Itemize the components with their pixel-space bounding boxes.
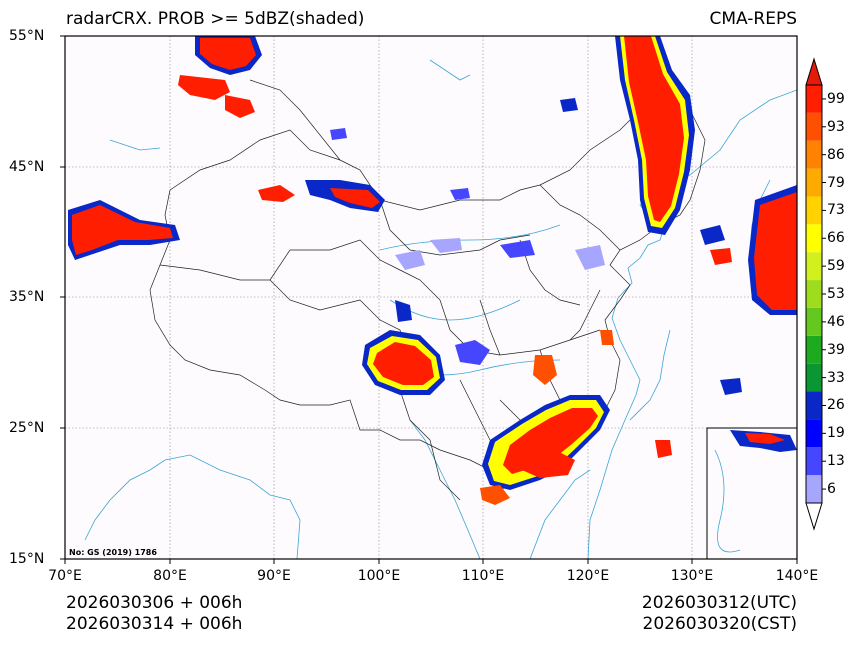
lon-label-100: 100°E xyxy=(357,568,401,584)
lat-label-45: 45°N xyxy=(9,159,45,175)
colorbar-segment xyxy=(806,196,822,225)
init-time-cst: 2026030314 + 006h xyxy=(66,614,243,634)
lon-label-140: 140°E xyxy=(775,568,819,584)
colorbar-segment xyxy=(806,112,822,141)
colorbar-segment xyxy=(806,447,822,476)
colorbar-level-label: 86 xyxy=(827,146,845,163)
map-title: radarCRX. PROB >= 5dBZ(shaded) xyxy=(66,9,365,29)
colorbar-level-label: 33 xyxy=(827,369,845,386)
lat-label-25: 25°N xyxy=(9,420,45,436)
valid-time-cst: 2026030320(CST) xyxy=(642,614,797,634)
colorbar-segment xyxy=(806,140,822,169)
init-time-utc: 2026030306 + 006h xyxy=(66,593,243,613)
lat-label-35: 35°N xyxy=(9,289,45,305)
lon-label-110: 110°E xyxy=(461,568,505,584)
axis-ticks xyxy=(60,35,798,564)
colorbar-level-label: 73 xyxy=(827,202,845,219)
colorbar-segment xyxy=(806,475,822,503)
inset-shading-core xyxy=(745,433,785,444)
colorbar-segment xyxy=(806,85,822,113)
colorbar-segment xyxy=(806,419,822,448)
colorbar-level-label: 19 xyxy=(827,425,845,442)
colorbar-level-label: 46 xyxy=(827,313,845,330)
colorbar-level-label: 93 xyxy=(827,118,845,135)
colorbar-over-arrow xyxy=(805,57,823,86)
inset-coast xyxy=(714,449,741,553)
lon-label-80: 80°E xyxy=(153,568,187,584)
colorbar-under-arrow xyxy=(805,502,823,531)
colorbar-segment xyxy=(806,252,822,281)
colorbar-level-label: 26 xyxy=(827,397,845,414)
colorbar-level-label: 59 xyxy=(827,258,845,275)
colorbar xyxy=(805,57,826,531)
valid-time-utc: 2026030312(UTC) xyxy=(641,593,797,613)
lon-label-90: 90°E xyxy=(257,568,291,584)
colorbar-segment xyxy=(806,224,822,253)
lon-label-120: 120°E xyxy=(566,568,610,584)
map-approval-number: No: GS (2019) 1786 xyxy=(69,548,157,557)
lon-label-70: 70°E xyxy=(48,568,82,584)
lon-label-130: 130°E xyxy=(670,568,714,584)
prob-shading xyxy=(68,36,797,505)
colorbar-level-label: 39 xyxy=(827,341,845,358)
colorbar-segment xyxy=(806,391,822,420)
model-name: CMA-REPS xyxy=(709,9,797,29)
valid-times: 2026030312(UTC) 2026030320(CST) xyxy=(642,593,797,635)
colorbar-level-label: 13 xyxy=(827,453,845,470)
lat-label-55: 55°N xyxy=(9,28,45,44)
colorbar-segment xyxy=(806,280,822,308)
colorbar-level-label: 53 xyxy=(827,286,845,302)
colorbar-level-label: 79 xyxy=(827,174,845,191)
lat-label-15: 15°N xyxy=(9,551,45,567)
colorbar-segment xyxy=(806,335,822,364)
colorbar-level-label: 6 xyxy=(827,481,836,498)
colorbar-level-label: 99 xyxy=(827,90,845,107)
colorbar-segment xyxy=(806,168,822,197)
colorbar-segment xyxy=(806,307,822,336)
map-content xyxy=(65,36,797,559)
colorbar-segment xyxy=(806,363,822,392)
init-times: 2026030306 + 006h 2026030314 + 006h xyxy=(66,593,242,635)
colorbar-level-label: 66 xyxy=(827,230,845,247)
